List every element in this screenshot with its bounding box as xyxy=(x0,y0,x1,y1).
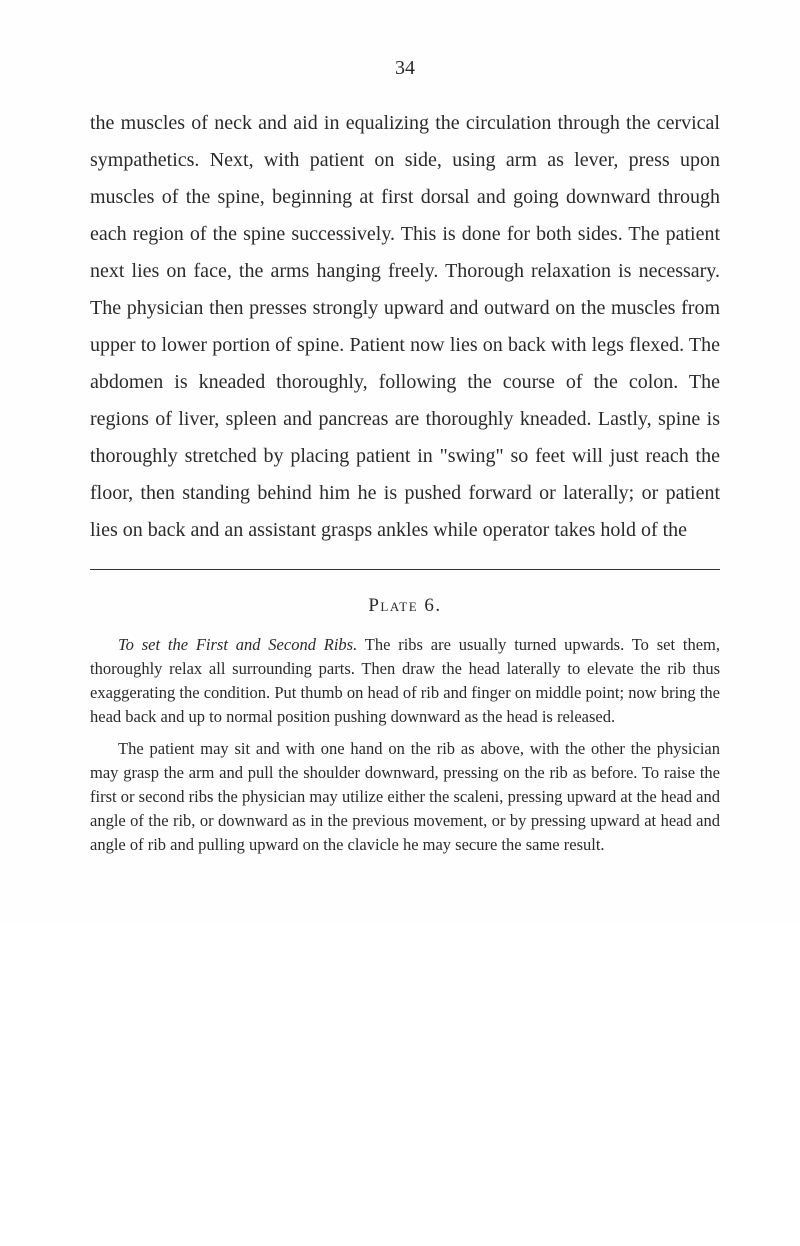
caption-italic-lead: To set the First and Second Ribs. xyxy=(118,635,357,654)
document-page: 34 the muscles of neck and aid in equali… xyxy=(0,0,800,924)
page-number: 34 xyxy=(90,50,720,87)
caption-paragraph-2: The patient may sit and with one hand on… xyxy=(90,737,720,857)
plate-heading: Plate 6. xyxy=(90,588,720,623)
caption-paragraph-1: To set the First and Second Ribs. The ri… xyxy=(90,633,720,729)
body-paragraph: the muscles of neck and aid in equalizin… xyxy=(90,105,720,549)
section-divider xyxy=(90,569,720,570)
